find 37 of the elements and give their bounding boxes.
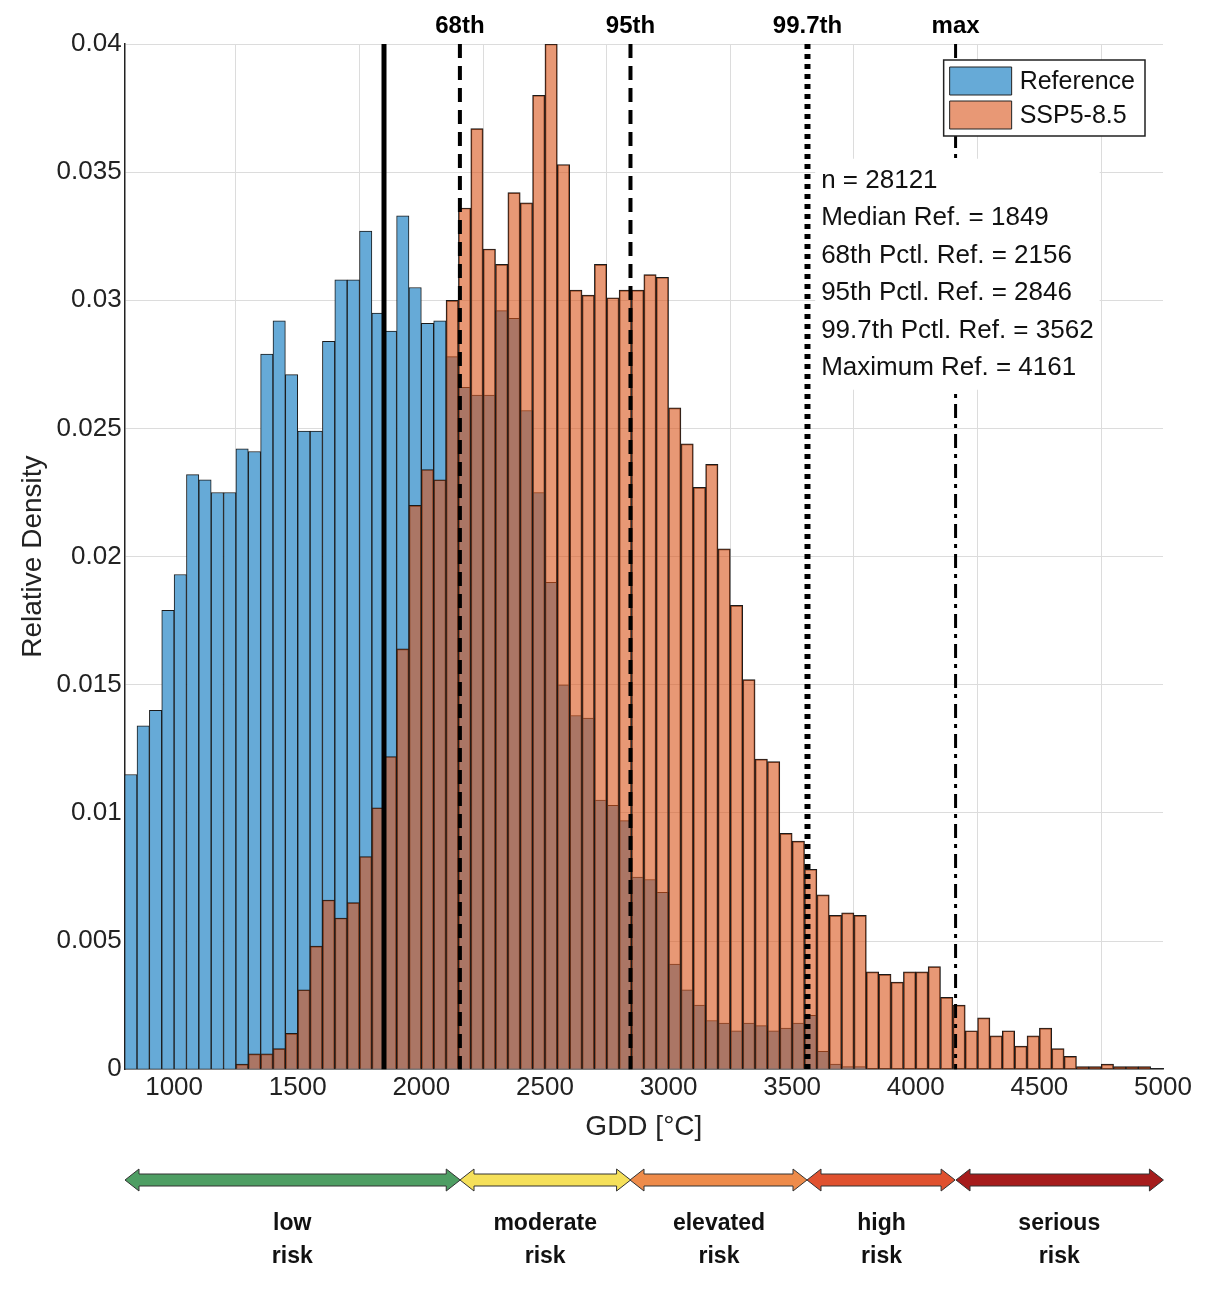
x-tick-label: 2500 xyxy=(516,1070,574,1101)
y-tick-label: 0.015 xyxy=(56,667,122,698)
x-tick-label: 2000 xyxy=(392,1070,451,1101)
legend-label: Reference xyxy=(1019,65,1136,94)
text: elevated risk xyxy=(671,1208,766,1270)
y-tick-label: 0.04 xyxy=(71,27,122,58)
y-tick-label: 0.02 xyxy=(71,539,122,570)
y-tick-label: 0.035 xyxy=(56,155,122,186)
y-tick-label: 0.025 xyxy=(56,411,122,442)
x-tick-label: 3500 xyxy=(763,1070,822,1101)
x-axis-title: GDD [°C] xyxy=(585,1109,703,1141)
annotation: 68th Pctl. Ref. = 2156 xyxy=(821,238,1072,269)
text: low risk xyxy=(270,1208,314,1270)
y-tick-label: 0 xyxy=(107,1052,122,1083)
text: high risk xyxy=(856,1208,907,1270)
x-tick-label: 3000 xyxy=(639,1070,698,1101)
annotation: Median Ref. = 1849 xyxy=(821,201,1049,232)
x-tick-label: 4500 xyxy=(1010,1070,1069,1101)
ref-line-label: 95th xyxy=(605,10,656,38)
y-tick-label: 0.03 xyxy=(71,283,122,314)
text: moderate risk xyxy=(492,1208,598,1270)
ref-line-label: 99.7th xyxy=(772,10,843,38)
y-axis-title: Relative Density xyxy=(15,455,47,658)
annotation: Maximum Ref. = 4161 xyxy=(821,351,1077,382)
ref-line-label: max xyxy=(931,10,981,38)
y-tick-label: 0.01 xyxy=(71,796,122,827)
legend-label: SSP5-8.5 xyxy=(1019,99,1127,128)
annotation: 95th Pctl. Ref. = 2846 xyxy=(821,276,1072,307)
ref-line-label: 68th xyxy=(435,10,485,38)
annotation: 99.7th Pctl. Ref. = 3562 xyxy=(821,313,1094,344)
y-tick-label: 0.005 xyxy=(56,924,122,955)
text: serious risk xyxy=(1017,1208,1102,1270)
x-tick-label: 1500 xyxy=(268,1070,327,1101)
annotation: n = 28121 xyxy=(821,163,938,194)
x-tick-label: 5000 xyxy=(1134,1070,1192,1101)
x-tick-label: 4000 xyxy=(886,1070,945,1101)
x-tick-label: 1000 xyxy=(145,1070,204,1101)
